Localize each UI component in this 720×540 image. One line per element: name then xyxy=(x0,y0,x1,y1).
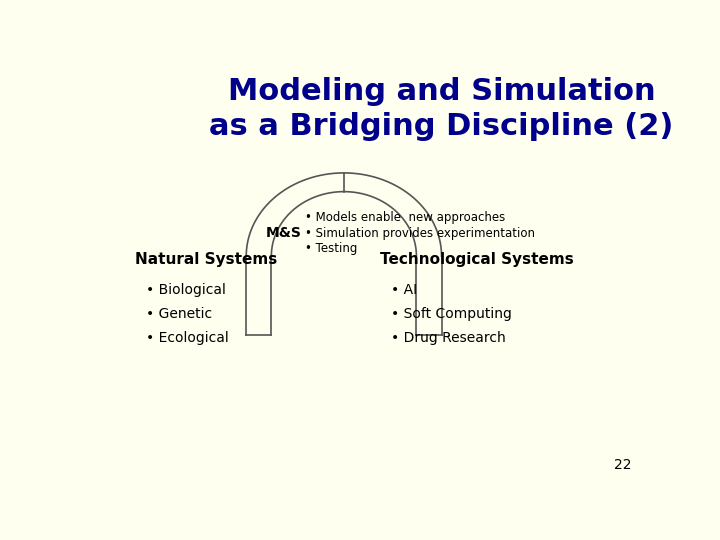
Text: • Simulation provides experimentation: • Simulation provides experimentation xyxy=(305,227,535,240)
Text: • AI: • AI xyxy=(392,283,418,297)
Text: M&S: M&S xyxy=(266,226,302,240)
Text: • Drug Research: • Drug Research xyxy=(392,332,506,345)
Text: Natural Systems: Natural Systems xyxy=(135,252,277,267)
Text: • Ecological: • Ecological xyxy=(145,332,228,345)
Text: • Testing: • Testing xyxy=(305,242,357,255)
Text: Modeling and Simulation
as a Bridging Discipline (2): Modeling and Simulation as a Bridging Di… xyxy=(210,77,674,141)
Text: • Models enable  new approaches: • Models enable new approaches xyxy=(305,211,505,224)
Text: • Biological: • Biological xyxy=(145,283,225,297)
Text: • Soft Computing: • Soft Computing xyxy=(392,307,512,321)
Text: Technological Systems: Technological Systems xyxy=(380,252,574,267)
Text: • Genetic: • Genetic xyxy=(145,307,212,321)
Text: 22: 22 xyxy=(613,458,631,472)
